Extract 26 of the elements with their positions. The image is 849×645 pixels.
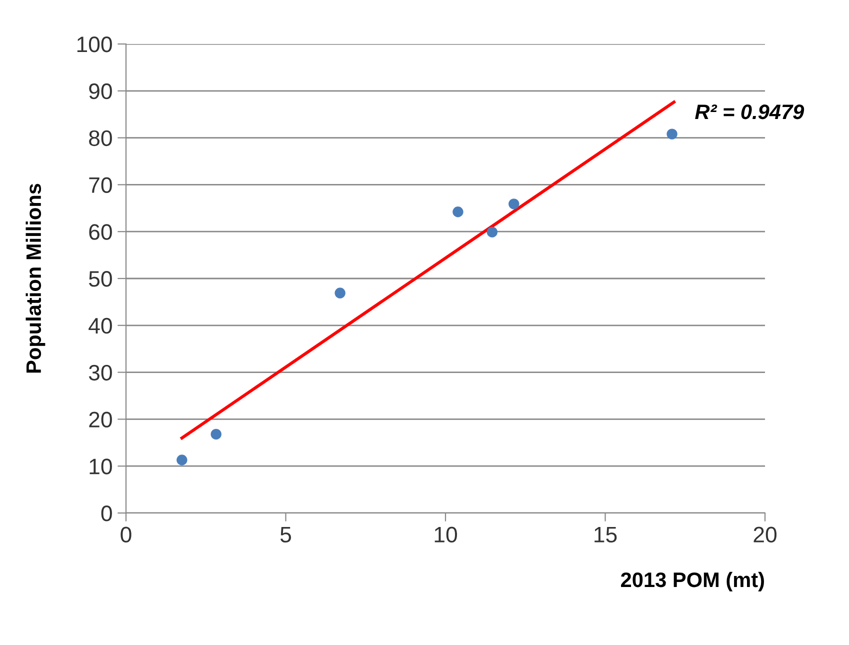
point bbox=[486, 226, 498, 238]
x-tick-label: 10 bbox=[434, 526, 457, 543]
y-tick-label: 20 bbox=[89, 412, 112, 428]
y-tick-label: 10 bbox=[90, 458, 112, 474]
y-tick-label: 100 bbox=[77, 36, 112, 52]
y-tick-label: 90 bbox=[89, 83, 112, 100]
x-tick-label: 15 bbox=[594, 527, 617, 543]
y-tick-label: 30 bbox=[88, 364, 112, 381]
point bbox=[210, 428, 222, 440]
point bbox=[452, 206, 464, 218]
y-tick-label: 0 bbox=[101, 506, 112, 522]
point bbox=[666, 128, 678, 140]
point bbox=[334, 288, 346, 298]
x-axis-title: 2013 POM (mt) bbox=[621, 572, 764, 592]
y-tick-label: 80 bbox=[89, 130, 112, 146]
y-tick-label: 70 bbox=[89, 177, 112, 193]
y-tick-label: 50 bbox=[88, 271, 112, 287]
y-tick-label: 60 bbox=[89, 224, 112, 240]
point bbox=[508, 198, 520, 210]
x-tick-label: 20 bbox=[754, 526, 776, 543]
point bbox=[176, 454, 188, 466]
y-tick-label: 40 bbox=[88, 318, 112, 334]
y-axis-title: Population Millions bbox=[26, 184, 46, 373]
annotation: R² = 0.9479 bbox=[695, 104, 804, 120]
x-tick-label: 0 bbox=[120, 526, 132, 543]
x-tick-label: 5 bbox=[280, 527, 291, 543]
